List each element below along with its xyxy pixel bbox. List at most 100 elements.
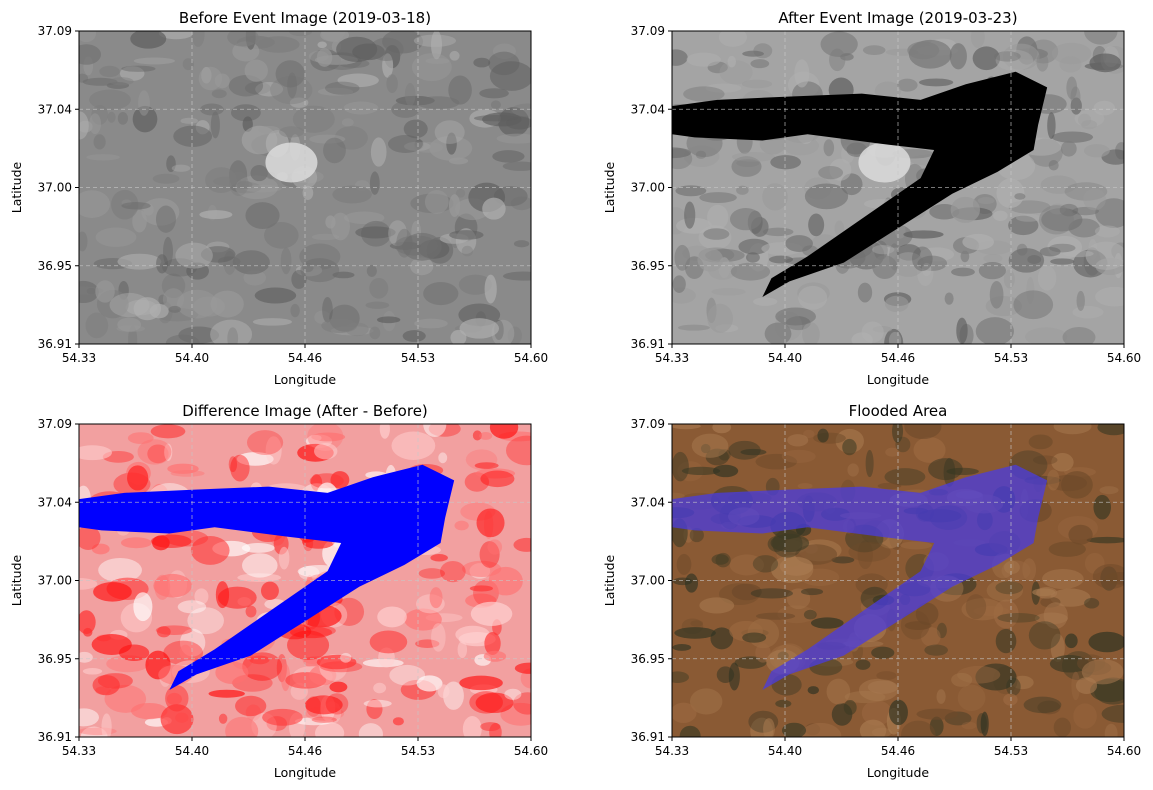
texture-blob [872, 326, 893, 333]
texture-blob [180, 117, 198, 124]
texture-blob [711, 554, 729, 565]
texture-blob [236, 452, 274, 466]
texture-blob [191, 31, 205, 47]
texture-blob [729, 208, 762, 231]
texture-blob [750, 59, 770, 69]
texture-blob [1072, 305, 1104, 319]
texture-blob [93, 134, 106, 150]
texture-blob [1037, 265, 1057, 291]
texture-blob [740, 448, 767, 456]
texture-blob [302, 263, 314, 273]
texture-blob [79, 31, 97, 43]
texture-blob [956, 317, 968, 344]
texture-blob [232, 250, 270, 275]
texture-blob [127, 432, 154, 444]
texture-blob [1014, 193, 1026, 200]
texture-blob [677, 324, 710, 331]
texture-blob [164, 443, 173, 461]
texture-blob [995, 49, 1034, 71]
texture-blob [396, 228, 413, 258]
texture-blob [1049, 243, 1076, 253]
texture-blob [1050, 633, 1065, 663]
texture-blob [99, 65, 120, 78]
texture-blob [711, 288, 746, 296]
texture-blob [489, 61, 531, 91]
texture-blob [336, 36, 378, 63]
texture-blob [109, 77, 134, 86]
texture-blob [786, 588, 811, 610]
texture-blob [834, 220, 845, 237]
texture-blob [320, 31, 350, 42]
texture-blob [779, 557, 814, 576]
texture-blob [167, 463, 199, 474]
texture-blob [404, 82, 416, 107]
texture-blob [186, 262, 209, 280]
texture-blob [885, 447, 900, 457]
texture-blob [358, 723, 383, 737]
texture-blob [474, 462, 499, 469]
texture-blob [855, 659, 871, 670]
texture-blob [949, 43, 967, 70]
texture-blob [972, 46, 1001, 71]
texture-blob [505, 435, 531, 466]
texture-blob [731, 156, 762, 177]
texture-blob [373, 682, 387, 694]
texture-blob [416, 96, 460, 110]
texture-blob [411, 53, 452, 82]
y-tick-label: 36.91 [38, 730, 72, 744]
texture-blob [227, 31, 259, 47]
texture-blob [230, 454, 250, 482]
texture-blob [295, 264, 323, 277]
texture-blob [1092, 563, 1124, 589]
texture-blob [950, 196, 981, 223]
texture-blob [842, 438, 857, 456]
texture-blob [479, 431, 493, 440]
texture-blob [752, 555, 779, 573]
texture-blob [245, 704, 261, 721]
texture-blob [1036, 52, 1049, 72]
texture-blob [900, 541, 932, 550]
texture-blob [200, 246, 236, 263]
texture-blob [133, 297, 162, 321]
texture-blob [98, 557, 142, 583]
texture-blob [280, 247, 292, 275]
texture-blob [1084, 31, 1118, 45]
texture-blob [728, 662, 740, 691]
texture-blob [672, 424, 701, 430]
texture-blob [951, 267, 975, 277]
texture-blob [107, 111, 116, 123]
texture-blob [674, 244, 691, 271]
texture-blob [903, 230, 944, 239]
texture-blob [402, 330, 426, 342]
texture-blob [1013, 290, 1054, 320]
texture-blob [957, 684, 986, 712]
texture-blob [414, 139, 424, 150]
texture-blob [262, 708, 303, 726]
texture-blob [916, 708, 959, 720]
town-patch [265, 142, 318, 183]
texture-blob [377, 606, 407, 628]
texture-blob [672, 643, 692, 651]
y-tick-label: 37.00 [38, 574, 72, 588]
texture-blob [376, 316, 401, 324]
texture-blob [829, 158, 852, 181]
texture-blob [330, 471, 350, 489]
flood-region [79, 464, 455, 691]
y-tick-label: 37.04 [38, 495, 72, 509]
texture-blob [289, 97, 309, 108]
texture-blob [431, 623, 446, 652]
texture-blob [449, 230, 484, 240]
texture-blob [858, 678, 899, 702]
texture-blob [746, 252, 760, 263]
texture-blob [679, 725, 701, 737]
texture-blob [742, 632, 767, 643]
texture-blob [892, 252, 925, 277]
texture-blob [1004, 560, 1020, 575]
texture-blob [676, 553, 692, 575]
texture-blob [800, 722, 842, 737]
texture-blob [484, 632, 501, 655]
texture-blob [1062, 326, 1096, 344]
texture-blob [208, 689, 245, 698]
texture-blob [996, 178, 1025, 209]
texture-blob [1068, 218, 1100, 238]
